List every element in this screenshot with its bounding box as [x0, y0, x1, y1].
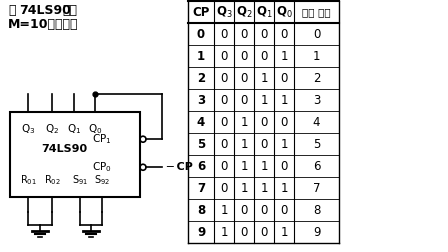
Text: 0: 0 — [220, 138, 228, 150]
Text: S$_{92}$: S$_{92}$ — [94, 173, 110, 187]
Text: R$_{02}$: R$_{02}$ — [43, 173, 60, 187]
Text: 0: 0 — [280, 27, 288, 41]
Text: 1: 1 — [220, 204, 228, 216]
Text: S$_{91}$: S$_{91}$ — [72, 173, 88, 187]
Text: Q$_0$: Q$_0$ — [88, 122, 102, 136]
Text: 0: 0 — [220, 72, 228, 84]
Text: M=10的计数器: M=10的计数器 — [8, 18, 78, 31]
Text: 0: 0 — [280, 72, 288, 84]
Text: 2: 2 — [197, 72, 205, 84]
Text: R$_{01}$: R$_{01}$ — [20, 173, 36, 187]
Text: 1: 1 — [260, 160, 268, 173]
Text: 十进 制数: 十进 制数 — [302, 7, 331, 17]
Text: 1: 1 — [280, 93, 288, 107]
Text: 0: 0 — [240, 226, 248, 238]
Text: 0: 0 — [197, 27, 205, 41]
Text: 1: 1 — [280, 49, 288, 62]
Text: 5: 5 — [197, 138, 205, 150]
Text: 74LS90: 74LS90 — [42, 144, 88, 153]
Text: 8: 8 — [197, 204, 205, 216]
Text: 0: 0 — [280, 115, 288, 129]
Text: 用: 用 — [8, 4, 16, 17]
Text: CP: CP — [192, 6, 210, 18]
Text: 0: 0 — [280, 204, 288, 216]
Text: 3: 3 — [197, 93, 205, 107]
Text: 4: 4 — [313, 115, 320, 129]
Text: Q$_2$: Q$_2$ — [45, 122, 59, 136]
Text: Q$_3$: Q$_3$ — [215, 5, 233, 20]
Text: 0: 0 — [220, 27, 228, 41]
Text: 0: 0 — [220, 49, 228, 62]
Text: ─ CP: ─ CP — [166, 162, 193, 172]
Text: Q$_0$: Q$_0$ — [276, 5, 293, 20]
Text: 74LS90: 74LS90 — [19, 4, 71, 17]
Text: 1: 1 — [260, 181, 268, 195]
Text: 0: 0 — [240, 204, 248, 216]
Text: 2: 2 — [313, 72, 320, 84]
Text: 7: 7 — [313, 181, 320, 195]
Text: 0: 0 — [260, 27, 268, 41]
Text: 1: 1 — [260, 72, 268, 84]
Text: 0: 0 — [220, 115, 228, 129]
Text: Q$_2$: Q$_2$ — [236, 5, 252, 20]
Text: 3: 3 — [313, 93, 320, 107]
Text: 6: 6 — [313, 160, 320, 173]
Text: 0: 0 — [240, 49, 248, 62]
Text: 0: 0 — [220, 181, 228, 195]
Text: 0: 0 — [220, 160, 228, 173]
Bar — [10, 112, 140, 197]
Text: 1: 1 — [260, 93, 268, 107]
Text: 1: 1 — [240, 115, 248, 129]
Text: 0: 0 — [220, 93, 228, 107]
Text: 7: 7 — [197, 181, 205, 195]
Text: 0: 0 — [260, 138, 268, 150]
Text: 0: 0 — [260, 115, 268, 129]
Text: 0: 0 — [313, 27, 320, 41]
Text: 0: 0 — [260, 49, 268, 62]
Text: 1: 1 — [220, 226, 228, 238]
Text: CP$_0$: CP$_0$ — [92, 160, 112, 174]
Text: 6: 6 — [197, 160, 205, 173]
Text: 1: 1 — [280, 181, 288, 195]
Text: 1: 1 — [240, 181, 248, 195]
Text: Q$_1$: Q$_1$ — [67, 122, 81, 136]
Text: Q$_1$: Q$_1$ — [256, 5, 272, 20]
Text: 1: 1 — [197, 49, 205, 62]
Text: 1: 1 — [313, 49, 320, 62]
Text: 0: 0 — [240, 27, 248, 41]
Text: 1: 1 — [240, 160, 248, 173]
Text: 1: 1 — [280, 226, 288, 238]
Text: 1: 1 — [280, 138, 288, 150]
Text: 0: 0 — [260, 204, 268, 216]
Text: 9: 9 — [313, 226, 320, 238]
Text: 0: 0 — [240, 72, 248, 84]
Text: 4: 4 — [197, 115, 205, 129]
Text: 1: 1 — [240, 138, 248, 150]
Text: CP$_1$: CP$_1$ — [92, 132, 112, 146]
Text: 0: 0 — [260, 226, 268, 238]
Text: 0: 0 — [240, 93, 248, 107]
Text: 8: 8 — [313, 204, 320, 216]
Text: Q$_3$: Q$_3$ — [21, 122, 35, 136]
Text: 构成: 构成 — [62, 4, 77, 17]
Text: 9: 9 — [197, 226, 205, 238]
Text: 5: 5 — [313, 138, 320, 150]
Text: 0: 0 — [280, 160, 288, 173]
